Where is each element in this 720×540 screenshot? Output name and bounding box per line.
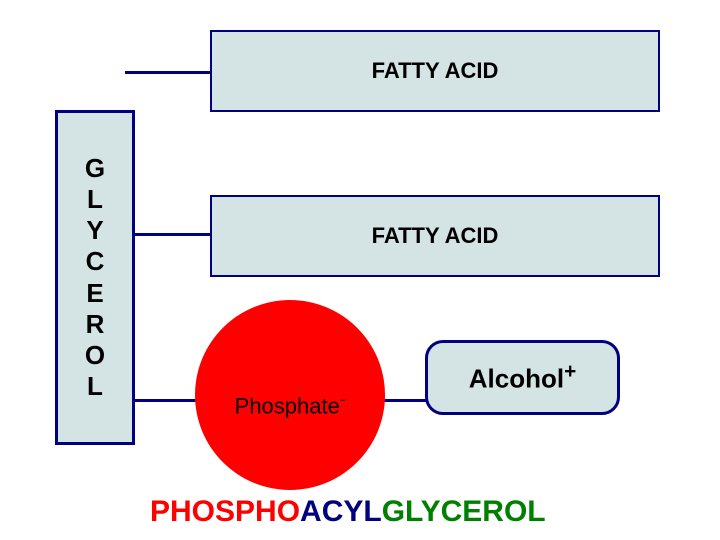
connector-line bbox=[125, 233, 215, 236]
connector-line bbox=[125, 399, 205, 402]
alcohol-charge: + bbox=[564, 360, 576, 383]
glycerol-letter: L bbox=[87, 371, 103, 402]
compound-name: PHOSPHOACYLGLYCEROL bbox=[150, 495, 546, 529]
glycerol-letter: G bbox=[85, 153, 105, 184]
compound-name-part: ACYL bbox=[300, 495, 382, 528]
compound-name-part: GLYCEROL bbox=[382, 495, 546, 528]
glycerol-letter: E bbox=[86, 278, 103, 309]
glycerol-letter: O bbox=[85, 340, 105, 371]
phosphate-circle: Phosphate- bbox=[195, 300, 385, 490]
glycerol-letter: Y bbox=[86, 215, 103, 246]
alcohol-label: Alcohol+ bbox=[469, 360, 577, 395]
glycerol-box: GLYCEROL bbox=[55, 110, 135, 445]
connector-line bbox=[125, 71, 215, 74]
phosphate-label: Phosphate- bbox=[235, 391, 346, 419]
glycerol-letter: R bbox=[86, 309, 105, 340]
glycerol-letter: C bbox=[86, 246, 105, 277]
diagram-canvas: GLYCEROLFATTY ACIDFATTY ACIDPhosphate-Al… bbox=[0, 0, 720, 540]
alcohol-box: Alcohol+ bbox=[425, 340, 620, 415]
phosphate-charge: - bbox=[340, 391, 346, 409]
fatty-acid-box: FATTY ACID bbox=[210, 195, 660, 277]
compound-name-part: PHOSPHO bbox=[150, 495, 300, 528]
fatty-acid-box: FATTY ACID bbox=[210, 30, 660, 112]
fatty-acid-label: FATTY ACID bbox=[372, 58, 499, 84]
fatty-acid-label: FATTY ACID bbox=[372, 223, 499, 249]
glycerol-letter: L bbox=[87, 184, 103, 215]
